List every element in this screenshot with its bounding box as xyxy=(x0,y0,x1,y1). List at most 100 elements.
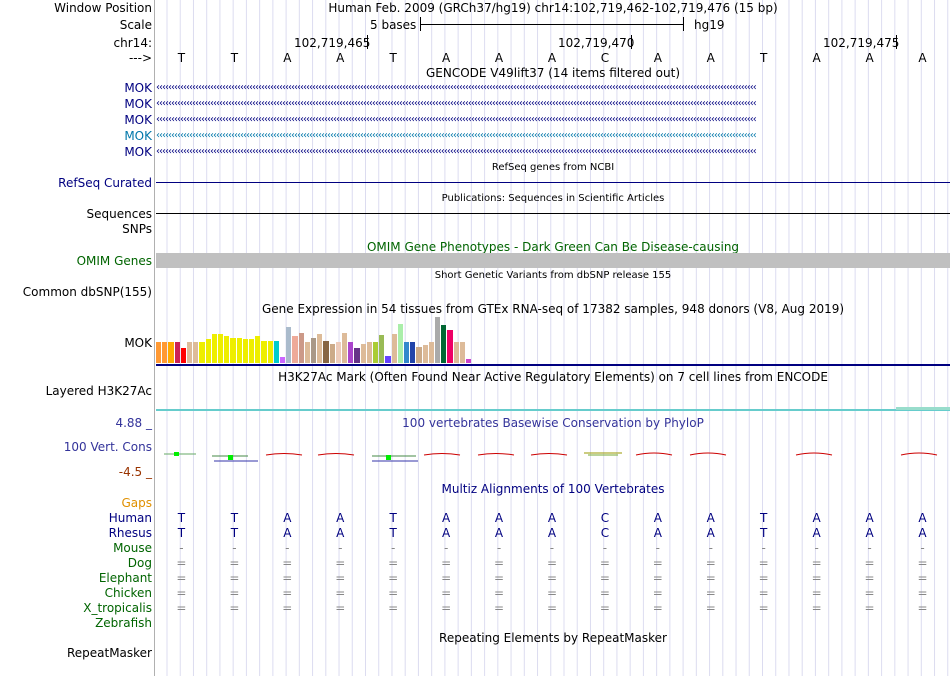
gtex-tissue-bar[interactable] xyxy=(441,325,447,363)
gtex-tissue-bar[interactable] xyxy=(447,330,453,363)
gtex-tissue-bar[interactable] xyxy=(410,342,416,363)
gtex-tissue-bar[interactable] xyxy=(379,335,385,363)
multiz-species-label[interactable]: Dog xyxy=(127,556,152,570)
multiz-base: = xyxy=(229,571,240,585)
snps-label[interactable]: SNPs xyxy=(122,222,152,236)
multiz-base: = xyxy=(705,601,716,615)
publications-line[interactable] xyxy=(156,213,950,214)
gtex-tissue-bar[interactable] xyxy=(323,341,329,363)
gtex-tissue-bar[interactable] xyxy=(261,341,267,363)
dbsnp-label[interactable]: Common dbSNP(155) xyxy=(22,285,152,299)
gtex-tissue-bar[interactable] xyxy=(249,339,255,363)
gtex-tissue-bar[interactable] xyxy=(342,333,348,363)
h3k27ac-label[interactable]: Layered H3K27Ac xyxy=(45,384,152,398)
multiz-base: = xyxy=(864,571,875,585)
gtex-tissue-bar[interactable] xyxy=(459,342,465,363)
gtex-tissue-bar[interactable] xyxy=(199,342,205,363)
multiz-species-label[interactable]: Human xyxy=(108,511,152,525)
gtex-tissue-bar[interactable] xyxy=(267,341,273,363)
multiz-base: C xyxy=(600,526,610,540)
multiz-species-label[interactable]: Mouse xyxy=(113,541,152,555)
gtex-tissue-bar[interactable] xyxy=(366,342,372,363)
h3k27ac-signal[interactable] xyxy=(156,409,950,411)
gtex-tissue-bar[interactable] xyxy=(360,344,366,363)
gtex-tissue-bar[interactable] xyxy=(397,324,403,363)
omim-label[interactable]: OMIM Genes xyxy=(76,254,152,268)
gtex-tissue-bar[interactable] xyxy=(428,342,434,363)
gencode-title: GENCODE V49lift37 (14 items filtered out… xyxy=(425,66,680,80)
gtex-tissue-bar[interactable] xyxy=(416,347,422,363)
gtex-tissue-bar[interactable] xyxy=(311,338,317,363)
gtex-tissue-bar[interactable] xyxy=(273,341,279,363)
refseq-label[interactable]: RefSeq Curated xyxy=(58,176,152,190)
multiz-base: = xyxy=(335,571,346,585)
multiz-base: = xyxy=(652,571,663,585)
gtex-tissue-bar[interactable] xyxy=(354,348,360,363)
gtex-tissue-bar[interactable] xyxy=(218,334,224,363)
gtex-tissue-bar[interactable] xyxy=(304,342,310,363)
refseq-line[interactable] xyxy=(156,182,950,183)
gtex-label[interactable]: MOK xyxy=(124,336,152,350)
gtex-tissue-bar[interactable] xyxy=(348,342,354,363)
gencode-transcript[interactable]: ‹‹‹‹‹‹‹‹‹‹‹‹‹‹‹‹‹‹‹‹‹‹‹‹‹‹‹‹‹‹‹‹‹‹‹‹‹‹‹‹… xyxy=(156,99,757,109)
gencode-item-label[interactable]: MOK xyxy=(124,113,152,127)
gencode-item-label[interactable]: MOK xyxy=(124,129,152,143)
gtex-tissue-bar[interactable] xyxy=(453,342,459,363)
multiz-base: = xyxy=(599,556,610,570)
gtex-tissue-bar[interactable] xyxy=(174,342,180,363)
gtex-tissue-bar[interactable] xyxy=(317,334,323,363)
gtex-tissue-bar[interactable] xyxy=(298,333,304,363)
gtex-tissue-bar[interactable] xyxy=(180,348,186,363)
gtex-tissue-bar[interactable] xyxy=(335,342,341,363)
multiz-species-label[interactable]: Rhesus xyxy=(108,526,152,540)
gtex-tissue-bar[interactable] xyxy=(286,327,292,363)
gtex-tissue-bar[interactable] xyxy=(466,359,472,363)
multiz-base: = xyxy=(546,601,557,615)
gtex-tissue-bar[interactable] xyxy=(280,357,286,363)
gaps-label[interactable]: Gaps xyxy=(121,496,152,510)
multiz-species-label[interactable]: Chicken xyxy=(104,586,152,600)
gtex-tissue-bar[interactable] xyxy=(255,336,261,363)
gtex-tissue-bar[interactable] xyxy=(435,317,441,363)
gtex-tissue-bar[interactable] xyxy=(391,334,397,363)
gtex-tissue-bar[interactable] xyxy=(292,336,298,363)
strand-arrow-label[interactable]: ---> xyxy=(128,51,152,65)
gtex-tissue-bar[interactable] xyxy=(236,338,242,363)
omim-bar[interactable] xyxy=(156,253,950,268)
gencode-transcript[interactable]: ‹‹‹‹‹‹‹‹‹‹‹‹‹‹‹‹‹‹‹‹‹‹‹‹‹‹‹‹‹‹‹‹‹‹‹‹‹‹‹‹… xyxy=(156,115,757,125)
multiz-base: = xyxy=(758,556,769,570)
gtex-tissue-bar[interactable] xyxy=(193,342,199,363)
gtex-tissue-bar[interactable] xyxy=(230,338,236,363)
gtex-tissue-bar[interactable] xyxy=(168,342,174,363)
gtex-tissue-bar[interactable] xyxy=(156,342,162,363)
gtex-tissue-bar[interactable] xyxy=(211,334,217,363)
gtex-tissue-bar[interactable] xyxy=(329,344,335,363)
gencode-item-label[interactable]: MOK xyxy=(124,81,152,95)
gtex-tissue-bar[interactable] xyxy=(404,342,410,363)
phylop-track[interactable] xyxy=(156,446,950,466)
gencode-transcript[interactable]: ‹‹‹‹‹‹‹‹‹‹‹‹‹‹‹‹‹‹‹‹‹‹‹‹‹‹‹‹‹‹‹‹‹‹‹‹‹‹‹‹… xyxy=(156,147,757,157)
gtex-tissue-bar[interactable] xyxy=(385,356,391,363)
gtex-tissue-bar[interactable] xyxy=(187,342,193,363)
gtex-tissue-bar[interactable] xyxy=(422,345,428,363)
multiz-base: T xyxy=(389,526,397,540)
gtex-bar-chart[interactable] xyxy=(156,317,556,363)
gencode-item-label[interactable]: MOK xyxy=(124,145,152,159)
gencode-transcript[interactable]: ‹‹‹‹‹‹‹‹‹‹‹‹‹‹‹‹‹‹‹‹‹‹‹‹‹‹‹‹‹‹‹‹‹‹‹‹‹‹‹‹… xyxy=(156,83,757,93)
multiz-base: = xyxy=(546,586,557,600)
multiz-species-label[interactable]: Zebrafish xyxy=(95,616,152,630)
multiz-species-label[interactable]: Elephant xyxy=(98,571,152,585)
gtex-tissue-bar[interactable] xyxy=(242,339,248,363)
gencode-transcript[interactable]: ‹‹‹‹‹‹‹‹‹‹‹‹‹‹‹‹‹‹‹‹‹‹‹‹‹‹‹‹‹‹‹‹‹‹‹‹‹‹‹‹… xyxy=(156,131,757,141)
base-letter: A xyxy=(442,51,451,65)
gtex-tissue-bar[interactable] xyxy=(373,342,379,363)
gtex-tissue-bar[interactable] xyxy=(162,342,168,363)
sequences-label[interactable]: Sequences xyxy=(86,207,152,221)
gtex-tissue-bar[interactable] xyxy=(224,336,230,363)
multiz-species-label[interactable]: X_tropicalis xyxy=(83,601,152,615)
multiz-base: T xyxy=(760,511,768,525)
phylop-label[interactable]: 100 Vert. Cons xyxy=(63,440,152,454)
gencode-item-label[interactable]: MOK xyxy=(124,97,152,111)
gtex-tissue-bar[interactable] xyxy=(205,339,211,363)
repeatmasker-label[interactable]: RepeatMasker xyxy=(66,646,152,660)
